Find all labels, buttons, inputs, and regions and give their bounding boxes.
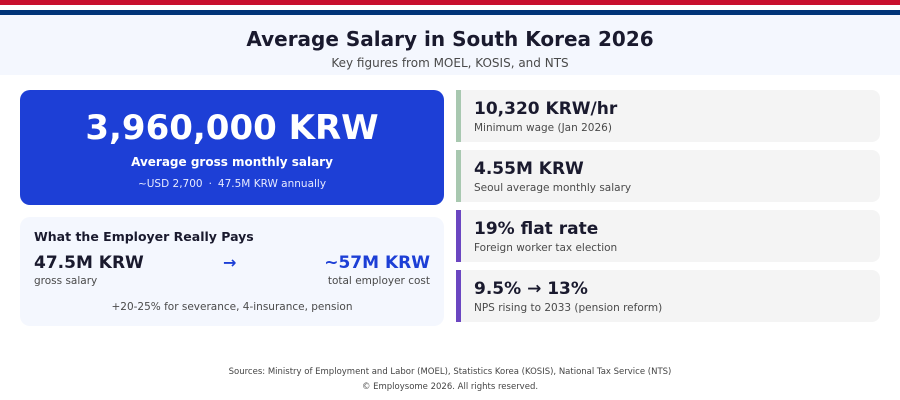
page-subtitle: Key figures from MOEL, KOSIS, and NTS (331, 56, 569, 70)
page-title: Average Salary in South Korea 2026 (246, 27, 654, 51)
stat-label: Seoul average monthly salary (474, 182, 632, 194)
separator-dot: · (208, 178, 212, 190)
page-header: Average Salary in South Korea 2026 Key f… (0, 15, 900, 75)
hero-usd: ~USD 2,700 (137, 178, 203, 190)
stat-card-flat-tax: 19% flat rate Foreign worker tax electio… (456, 210, 880, 262)
employer-card-title: What the Employer Really Pays (34, 229, 254, 244)
total-cost-value: ~57M KRW (324, 253, 430, 273)
gross-salary-value: 47.5M KRW (34, 253, 144, 273)
employer-cost-card: What the Employer Really Pays 47.5M KRW … (20, 217, 444, 326)
stat-card-minimum-wage: 10,320 KRW/hr Minimum wage (Jan 2026) (456, 90, 880, 142)
flag-stripe-white (0, 5, 900, 10)
hero-amount: 3,960,000 KRW (85, 108, 379, 148)
flag-stripe-red (0, 0, 900, 5)
gross-salary-label: gross salary (34, 275, 98, 287)
stat-value: 19% flat rate (474, 219, 599, 239)
hero-salary-card: 3,960,000 KRW Average gross monthly sala… (20, 90, 444, 205)
stat-card-seoul-salary: 4.55M KRW Seoul average monthly salary (456, 150, 880, 202)
flag-stripe-blue (0, 10, 900, 15)
stat-label: Minimum wage (Jan 2026) (474, 122, 612, 134)
stat-value: 4.55M KRW (474, 159, 584, 179)
stat-card-nps-pension: 9.5% → 13% NPS rising to 2033 (pension r… (456, 270, 880, 322)
stat-value: 9.5% → 13% (474, 279, 588, 299)
stat-label: Foreign worker tax election (474, 242, 618, 254)
arrow-right-icon: → (223, 253, 237, 272)
total-cost-label: total employer cost (327, 275, 430, 287)
employer-cost-note: +20-25% for severance, 4-insurance, pens… (111, 301, 353, 313)
stat-label: NPS rising to 2033 (pension reform) (474, 302, 663, 314)
hero-subline: ~USD 2,700 · 47.5M KRW annually (20, 178, 444, 190)
hero-label: Average gross monthly salary (131, 155, 333, 169)
hero-annual: 47.5M KRW annually (217, 178, 327, 190)
footer-sources: Sources: Ministry of Employment and Labo… (228, 367, 672, 377)
footer-copyright: © Employsome 2026. All rights reserved. (361, 382, 539, 392)
stat-value: 10,320 KRW/hr (474, 99, 618, 119)
